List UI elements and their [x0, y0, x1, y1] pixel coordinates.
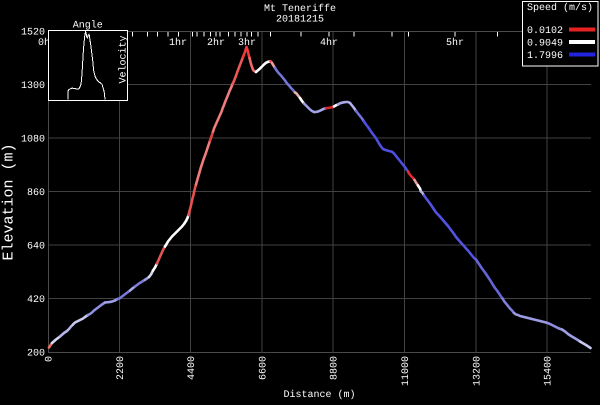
svg-text:0: 0: [45, 356, 56, 362]
svg-text:5hr: 5hr: [446, 37, 464, 49]
svg-text:3hr: 3hr: [238, 37, 256, 49]
svg-text:1520: 1520: [21, 28, 45, 39]
svg-text:20181215: 20181215: [276, 15, 324, 26]
svg-text:13200: 13200: [472, 356, 483, 386]
svg-text:6600: 6600: [258, 356, 269, 380]
svg-text:Angle: Angle: [73, 20, 103, 32]
svg-text:1080: 1080: [21, 135, 45, 146]
svg-text:4hr: 4hr: [320, 37, 338, 49]
svg-text:Mt Teneriffe: Mt Teneriffe: [264, 3, 336, 15]
svg-text:15400: 15400: [544, 356, 555, 386]
svg-text:860: 860: [27, 188, 45, 199]
svg-text:1hr: 1hr: [169, 37, 187, 49]
svg-text:4400: 4400: [187, 356, 198, 380]
svg-text:1300: 1300: [21, 81, 45, 92]
svg-text:Distance (m): Distance (m): [283, 389, 355, 400]
svg-text:Speed (m/s): Speed (m/s): [527, 2, 593, 14]
svg-text:2hr: 2hr: [207, 37, 225, 49]
svg-text:200: 200: [27, 349, 45, 360]
svg-text:420: 420: [27, 295, 45, 306]
svg-text:1.7996: 1.7996: [527, 51, 563, 62]
svg-text:8800: 8800: [330, 356, 341, 380]
svg-text:0.9049: 0.9049: [527, 39, 563, 50]
svg-text:Elevation (m): Elevation (m): [1, 143, 18, 260]
svg-text:640: 640: [27, 242, 45, 253]
svg-text:11000: 11000: [401, 356, 412, 386]
svg-text:2200: 2200: [116, 356, 127, 380]
svg-text:Velocity: Velocity: [118, 35, 130, 83]
svg-text:0.0102: 0.0102: [527, 26, 563, 37]
